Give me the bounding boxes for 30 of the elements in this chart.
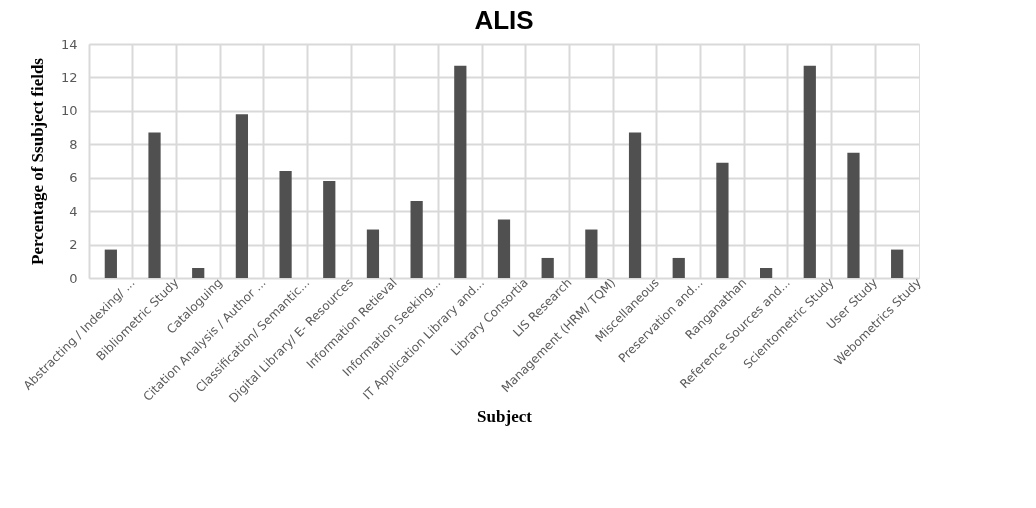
y-tick-label: 6 [69, 170, 78, 186]
y-axis-title: Percentage of Ssubject fields [27, 57, 47, 265]
bar [104, 249, 117, 278]
bar [585, 229, 598, 278]
chart-title: ALIS [474, 5, 534, 35]
bar [891, 249, 904, 278]
x-axis-title: Subject [477, 406, 533, 426]
y-tick-label: 4 [69, 203, 78, 219]
y-tick-label: 8 [69, 136, 78, 152]
bar [454, 65, 467, 278]
bar [410, 201, 423, 278]
y-tick-label: 14 [60, 36, 78, 52]
bar [759, 267, 773, 278]
bar [497, 219, 511, 278]
bar [847, 152, 860, 278]
bar [672, 257, 685, 278]
bar [366, 229, 380, 278]
bar [323, 181, 336, 278]
y-tick-label: 10 [60, 103, 78, 119]
bar [803, 65, 816, 278]
bar [541, 257, 554, 278]
bar [628, 132, 642, 278]
y-tick-label: 0 [69, 270, 78, 286]
bar [148, 132, 161, 278]
bar [192, 267, 205, 278]
bar [716, 162, 729, 278]
y-tick-label: 12 [60, 69, 78, 85]
y-tick-label: 2 [69, 237, 78, 253]
bar [235, 114, 249, 278]
bar [279, 171, 292, 278]
